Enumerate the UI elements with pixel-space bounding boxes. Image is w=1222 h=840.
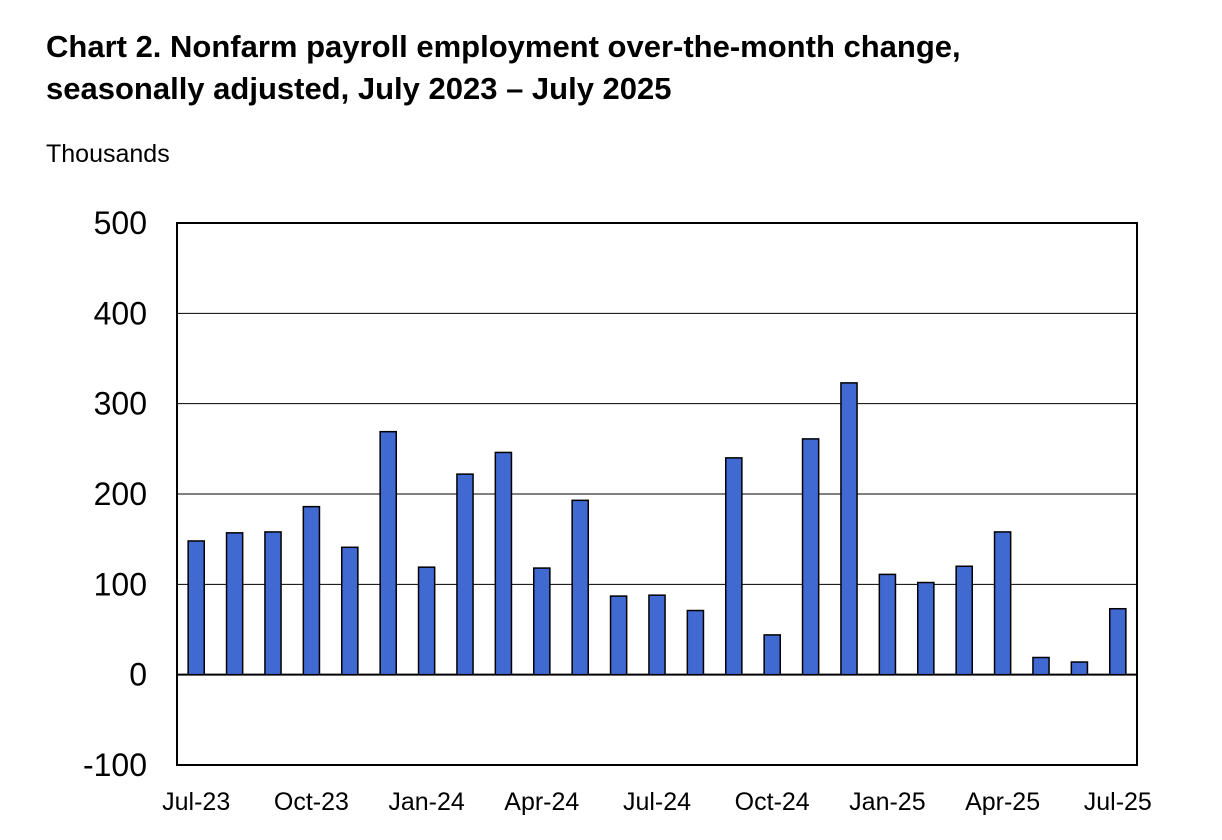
y-tick-label: 100 xyxy=(94,566,147,602)
bar-jul-23 xyxy=(187,540,206,676)
bar-feb-25 xyxy=(916,581,935,676)
bar-nov-24 xyxy=(801,438,820,676)
bar-nov-23 xyxy=(340,546,359,676)
x-tick-label: Jul-23 xyxy=(162,788,230,816)
y-axis-unit-label: Thousands xyxy=(46,140,170,168)
x-tick-label: Apr-24 xyxy=(504,788,579,816)
x-tick-label: Apr-25 xyxy=(965,788,1040,816)
y-axis-ticks: 500 400 300 200 100 0 -100 xyxy=(83,205,147,783)
bar-jul-24 xyxy=(648,594,666,676)
bar-may-25 xyxy=(1032,656,1050,676)
bar-apr-25 xyxy=(993,531,1012,676)
plot-area-frame xyxy=(176,222,1138,766)
bar-jul-25 xyxy=(1108,607,1127,676)
bar-jan-24 xyxy=(417,566,436,676)
bar-jun-24 xyxy=(609,595,628,676)
bar-may-24 xyxy=(571,499,590,676)
y-tick-label: 200 xyxy=(94,476,147,512)
bar-oct-23 xyxy=(302,505,321,676)
bar-oct-24 xyxy=(763,634,782,676)
chart-title-line-2: seasonally adjusted, July 2023 – July 20… xyxy=(46,71,672,106)
bar-sep-24 xyxy=(724,457,743,676)
bar-aug-23 xyxy=(225,532,244,676)
bar-jan-25 xyxy=(878,573,897,676)
bar-dec-24 xyxy=(840,382,858,676)
x-tick-label: Jan-24 xyxy=(388,788,465,816)
bar-mar-24 xyxy=(494,451,513,676)
x-axis-ticks: Jul-23 Oct-23 Jan-24 Apr-24 Jul-24 Oct-24 Jan-… xyxy=(162,788,1152,816)
x-tick-label: Oct-24 xyxy=(735,788,810,816)
bar-sep-23 xyxy=(264,531,282,676)
y-tick-label: 300 xyxy=(94,386,147,422)
bar-mar-25 xyxy=(955,565,974,676)
x-tick-label: Jul-24 xyxy=(623,788,691,816)
gridlines xyxy=(177,312,1137,585)
y-tick-label: 0 xyxy=(129,657,147,693)
y-tick-label: 500 xyxy=(94,205,147,241)
x-tick-label: Oct-23 xyxy=(274,788,349,816)
bar-aug-24 xyxy=(686,609,705,676)
y-tick-label: 400 xyxy=(94,295,147,331)
bar-apr-24 xyxy=(532,567,551,676)
chart-title: Chart 2. Nonfarm payroll employment over… xyxy=(46,26,1196,110)
bar-feb-24 xyxy=(456,473,474,676)
y-tick-label: -100 xyxy=(83,747,147,783)
bar-dec-23 xyxy=(379,430,398,676)
x-tick-label: Jul-25 xyxy=(1084,788,1152,816)
x-tick-label: Jan-25 xyxy=(849,788,925,816)
bar-jun-25 xyxy=(1070,661,1089,676)
bars xyxy=(187,382,1127,676)
chart-title-line-1: Chart 2. Nonfarm payroll employment over… xyxy=(46,29,961,64)
